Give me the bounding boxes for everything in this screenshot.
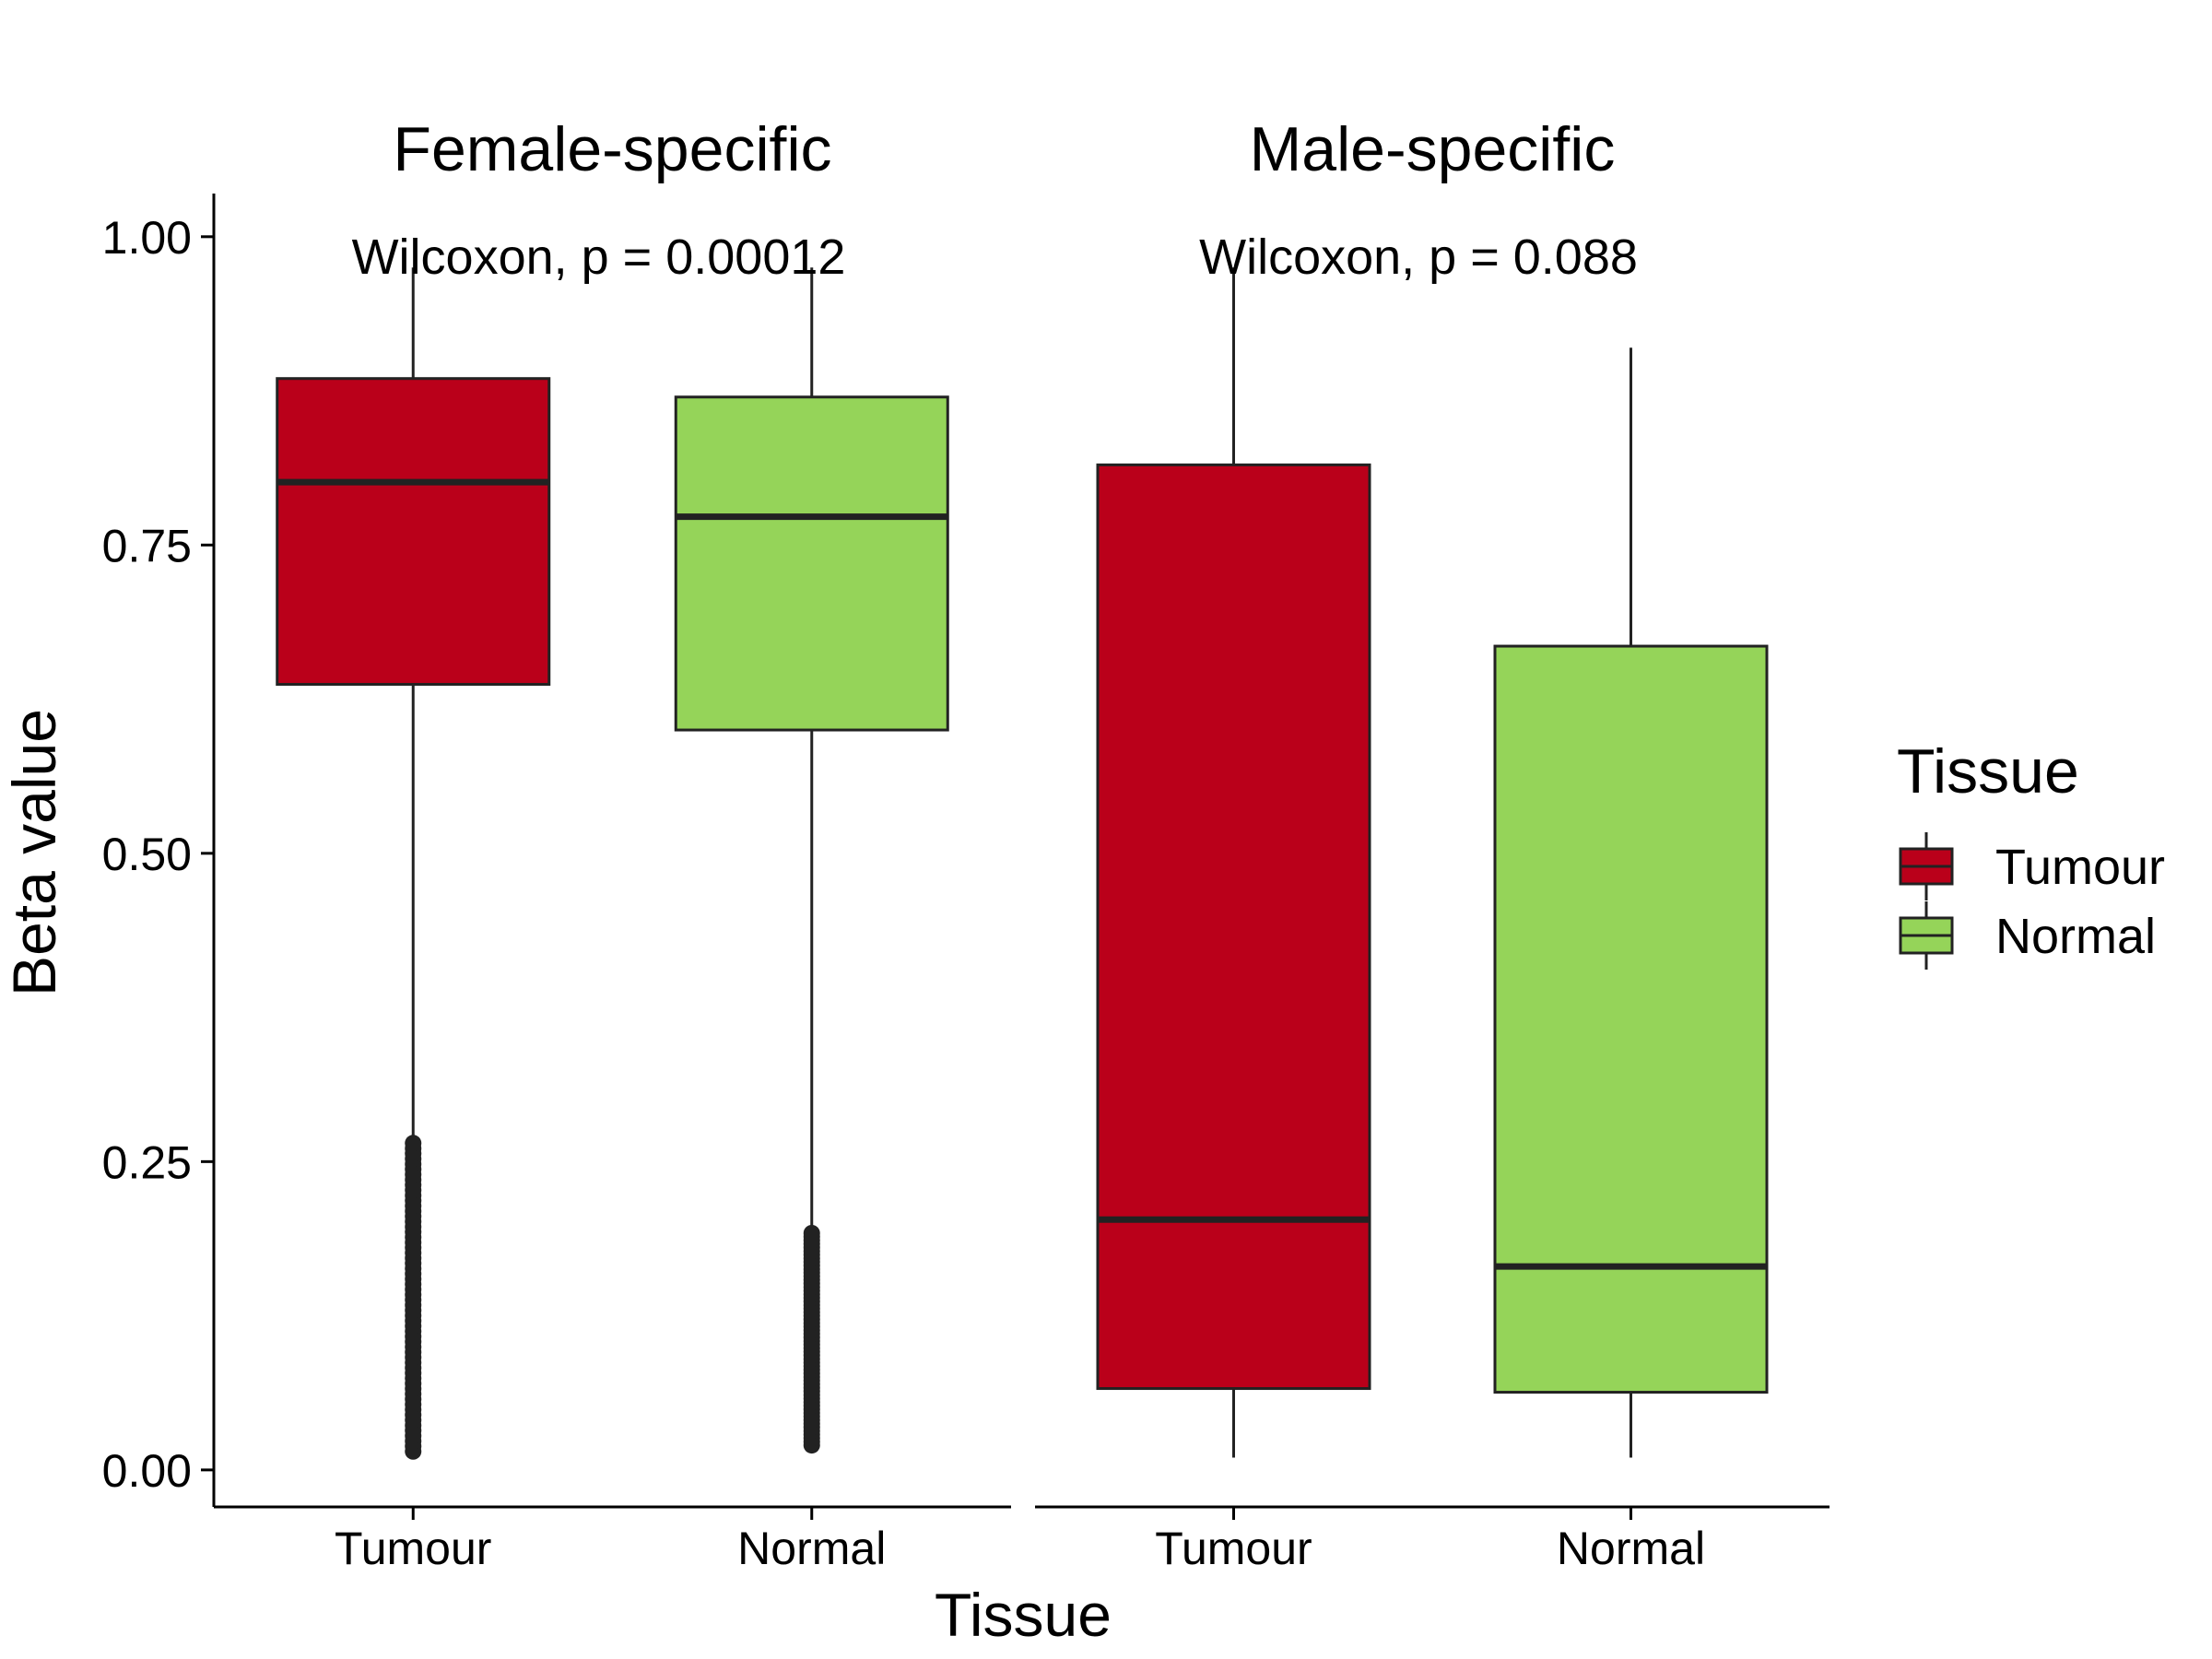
outlier-point <box>405 1135 422 1152</box>
x-tick-label: Normal <box>737 1523 886 1574</box>
legend-entry-tumour: Tumour <box>1899 832 2165 900</box>
box-tumour <box>1096 267 1371 1458</box>
legend-entries: Tumour Normal <box>1899 832 2165 970</box>
y-tick-label: 1.00 <box>102 212 192 264</box>
x-tick-label: Normal <box>1557 1523 1705 1574</box>
legend-entry-normal: Normal <box>1899 901 2156 970</box>
box-normal <box>674 267 949 1454</box>
facet-title: Male-specific <box>1250 114 1616 184</box>
box-normal <box>1493 347 1769 1458</box>
legend-label: Tumour <box>1995 840 2165 895</box>
wilcoxon-annotation: Wilcoxon, p = 0.00012 <box>352 229 846 285</box>
y-tick-label: 0.50 <box>102 829 192 880</box>
x-axis-title: Tissue <box>935 1581 1112 1649</box>
panel-male-specific: Male-specific Tumour Normal Wilcoxon, p = 0… <box>1035 114 1830 1574</box>
y-tick-label: 0.00 <box>102 1445 192 1497</box>
panels-layer: Female-specific Tumour Normal Wilcoxon, p =… <box>214 114 1830 1574</box>
y-tick-label: 0.25 <box>102 1136 192 1188</box>
y-axis: 0.00 0.25 0.50 0.75 1.00 <box>102 194 216 1507</box>
box-tumour <box>276 267 551 1460</box>
wilcoxon-annotation: Wilcoxon, p = 0.088 <box>1199 229 1638 285</box>
box-iqr <box>1493 644 1769 1394</box>
outlier-point <box>803 1224 820 1241</box>
panel-female-specific: Female-specific Tumour Normal Wilcoxon, p =… <box>214 114 1011 1574</box>
box-iqr <box>1096 463 1371 1391</box>
x-tick-label: Tumour <box>1155 1523 1312 1574</box>
y-axis-title: Beta value <box>0 709 68 996</box>
y-tick-label: 0.75 <box>102 520 192 571</box>
x-tick-label: Tumour <box>335 1523 491 1574</box>
box-iqr <box>276 377 551 687</box>
facet-title: Female-specific <box>393 114 831 184</box>
legend-label: Normal <box>1995 909 2156 964</box>
legend: Tissue Tumour Normal <box>1897 736 2165 970</box>
legend-title: Tissue <box>1897 736 2079 806</box>
box-iqr <box>674 395 949 732</box>
